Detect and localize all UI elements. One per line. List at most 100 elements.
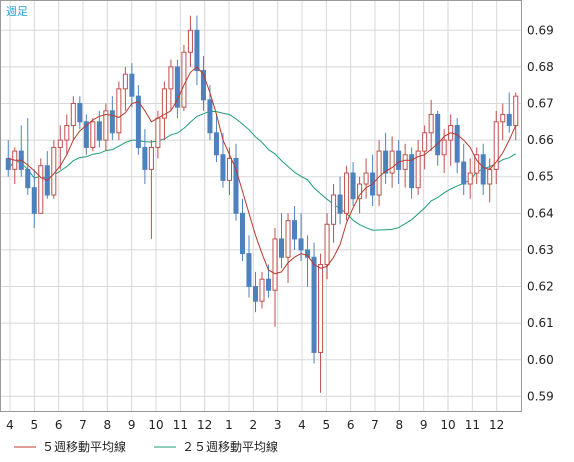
plot-border [0,0,522,412]
candle [337,176,343,225]
candle [31,169,37,228]
candle-body-down [174,66,180,108]
candle-body-up [415,150,421,189]
candle-body-down [350,172,356,200]
ma5-line [8,66,517,275]
x-tick-label: 3 [274,418,282,432]
candle-body-up [181,51,187,108]
candle [409,147,415,199]
candle [96,110,102,148]
candle-body-up [376,150,382,196]
x-tick-label: 10 [148,418,163,432]
candle-body-down [200,70,206,101]
candle [363,158,369,199]
candle [461,143,467,196]
candle [383,132,389,185]
candle [116,81,122,141]
candle-body-down [337,194,343,214]
candle [422,125,428,170]
candle-body-down [265,278,272,291]
x-tick-label: 6 [347,418,355,432]
candle [324,213,330,280]
candle [77,96,83,130]
candle-body-up [90,121,96,148]
legend-item: ２５週移動平均線 [154,439,278,454]
candle [64,114,70,155]
candle-body-down [396,150,402,170]
x-tick-label: 10 [440,418,455,432]
candle-body-up [324,223,330,266]
candle-body-down [25,168,31,189]
candle-body-down [311,256,317,353]
period-label: 週足 [6,5,28,18]
y-tick-label: 0.64 [527,206,554,220]
candle [344,165,350,221]
candle-body-up [402,154,408,170]
candle [259,271,265,309]
candle-body-down [409,154,415,189]
candle [103,103,109,152]
x-tick-label: 11 [465,418,480,432]
candle [83,114,89,155]
candle-body-up [226,157,232,181]
candle-body-down [207,99,213,134]
candle [70,96,76,141]
x-tick-label: 9 [420,418,428,432]
candle-body-down [135,95,141,148]
candle [311,242,317,364]
candle-body-up [116,88,122,134]
candle [239,198,245,261]
candle [272,227,278,327]
x-tick-label: 4 [6,418,14,432]
candle [318,253,324,393]
x-tick-label: 7 [371,418,379,432]
candle-body-down [305,249,311,258]
candle-body-up [493,121,499,170]
candle-body-down [77,103,83,123]
candle-body-up [428,113,434,134]
legend-label: ２５週移動平均線 [182,439,278,454]
candle [233,143,239,221]
candle [389,136,395,188]
candle [122,66,128,111]
ma25-polyline [7,110,516,231]
candle [474,147,480,185]
candle [57,125,63,170]
x-tick-label: 5 [31,418,39,432]
candle [194,15,200,86]
candle-body-up [285,220,291,258]
candle-body-up [148,146,154,170]
x-tick-label: 4 [298,418,306,432]
candle-body-up [331,194,337,225]
candle [331,184,337,243]
candle-body-up [57,139,63,148]
candle [38,158,44,214]
candle-body-down [220,154,226,181]
x-tick-label: 8 [396,418,404,432]
candle [402,143,408,188]
y-tick-label: 0.68 [527,60,554,74]
candle-body-up [103,110,109,141]
candle-body-down [129,73,135,97]
candle-body-up [389,150,395,174]
candle [168,59,174,111]
candle-body-up [122,73,128,90]
candle [467,158,473,199]
x-tick-label: 12 [197,418,212,432]
candle [25,118,31,196]
candle [292,206,298,250]
candle-body-down [435,113,441,156]
ma25-line [7,110,516,231]
candle [513,92,519,141]
candle [298,213,304,261]
y-tick-label: 0.63 [527,243,554,257]
candle-body-down [298,238,304,251]
candle [148,140,154,239]
candle [480,143,486,196]
x-axis-labels: 4 5 6 7 8 9 10 11 12 1 2 3 4 5 6 7 8 9 10 11 12 [6,418,504,432]
candle [493,110,499,185]
candle-body-up [422,132,428,152]
candle-body-up [344,172,350,214]
